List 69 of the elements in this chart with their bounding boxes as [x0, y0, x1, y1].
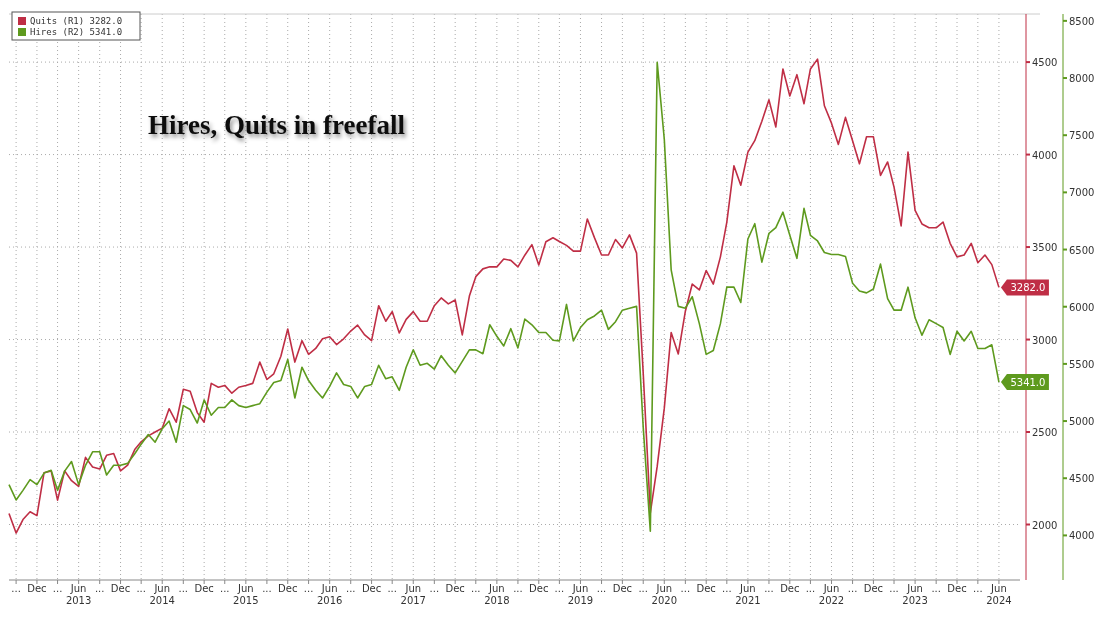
y2-tick-label: 8000 [1069, 73, 1095, 85]
x-tick-label: Jun 2017 [400, 583, 426, 606]
x-tick-label: Dec [780, 583, 800, 594]
x-tick-label: ... [764, 583, 774, 594]
data-label: 5341.0 [1010, 377, 1046, 389]
x-tick-label: Jun 2021 [735, 583, 761, 606]
x-tick-label: ... [303, 583, 314, 594]
x-tick-label: ... [889, 583, 899, 594]
x-tick-label: Dec [110, 583, 131, 594]
y-tick-label: 3000 [1032, 334, 1058, 346]
x-tick-label: Dec [529, 583, 549, 594]
data-label: 3282.0 [1010, 282, 1046, 294]
y-tick-label: 4500 [1032, 57, 1058, 69]
x-tick-label: Dec [27, 583, 47, 594]
y2-tick-label: 7000 [1069, 187, 1095, 199]
x-tick-label: ... [513, 583, 523, 594]
y-tick-label: 4000 [1032, 149, 1058, 161]
y2-tick-label: 6000 [1069, 301, 1095, 313]
y2-tick-label: 7500 [1069, 130, 1095, 142]
x-tick-label: ... [429, 583, 440, 594]
y2-tick-label: 8500 [1069, 15, 1095, 27]
x-tick-label: Dec [194, 583, 214, 594]
x-tick-label: ... [847, 583, 858, 594]
x-tick-label: Jun 2020 [651, 583, 678, 606]
legend-label: Quits (R1) 3282.0 [30, 16, 123, 26]
x-tick-label: ... [136, 583, 146, 594]
x-tick-label: ... [471, 583, 481, 594]
y2-tick-label: 5000 [1069, 416, 1095, 428]
x-tick-label: ... [554, 583, 565, 594]
x-tick-label: Jun 2014 [149, 583, 175, 606]
x-tick-label: ... [262, 583, 272, 594]
y-tick-label: 2500 [1032, 427, 1058, 439]
x-tick-label: Dec [612, 583, 633, 594]
x-tick-label: Dec [361, 583, 382, 594]
x-tick-label: ... [94, 583, 105, 594]
y2-tick-label: 4500 [1069, 473, 1095, 485]
x-tick-label: ... [973, 583, 983, 594]
x-tick-label: ... [722, 583, 732, 594]
x-tick-label: ... [52, 583, 63, 594]
x-tick-label: Dec [863, 583, 884, 594]
x-tick-label: Dec [947, 583, 967, 594]
x-tick-label: ... [178, 583, 189, 594]
x-tick-label: Dec [278, 583, 298, 594]
x-tick-label: ... [680, 583, 691, 594]
text: Hires, Quits in freefall [148, 110, 406, 140]
x-tick-label: ... [638, 583, 648, 594]
y-tick-label: 2000 [1032, 519, 1058, 531]
x-tick-label: Jun 2013 [65, 583, 92, 606]
x-tick-label: Jun 2018 [484, 583, 510, 606]
y2-tick-label: 6500 [1069, 244, 1095, 256]
x-tick-label: Jun 2015 [233, 583, 259, 606]
y-tick-label: 3500 [1032, 242, 1058, 254]
x-tick-label: Jun 2024 [986, 583, 1012, 606]
x-tick-label: ... [387, 583, 397, 594]
x-tick-label: ... [219, 583, 230, 594]
y2-tick-label: 5500 [1069, 358, 1095, 370]
x-tick-label: Jun 2022 [818, 583, 845, 606]
x-tick-label: ... [805, 583, 816, 594]
x-tick-label: Dec [445, 583, 465, 594]
x-tick-label: Jun 2019 [567, 583, 594, 606]
x-tick-label: ... [345, 583, 356, 594]
x-tick-label: ... [596, 583, 607, 594]
x-tick-label: ... [931, 583, 941, 594]
legend-label: Hires (R2) 5341.0 [30, 27, 123, 37]
x-tick-label: Jun 2016 [316, 583, 343, 606]
y2-tick-label: 4000 [1069, 530, 1095, 542]
x-tick-label: Dec [696, 583, 716, 594]
x-tick-label: ... [11, 583, 21, 594]
x-tick-label: Jun 2023 [902, 583, 928, 606]
